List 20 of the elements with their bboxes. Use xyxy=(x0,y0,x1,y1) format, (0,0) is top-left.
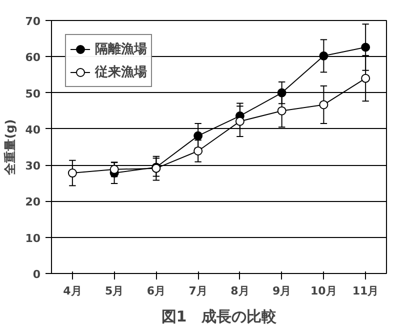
x-tick-label: 10月 xyxy=(310,284,337,298)
legend-label: 従来漁場 xyxy=(95,64,147,81)
x-tick-label: 8月 xyxy=(230,284,250,298)
y-tick-label: 20 xyxy=(25,196,41,209)
x-tick-label: 4月 xyxy=(63,284,82,298)
y-tick-label: 50 xyxy=(25,87,41,100)
x-tick-label: 9月 xyxy=(272,284,292,298)
text: 図1 成長の比較 xyxy=(161,308,278,326)
legend-label: 隔離漁場 xyxy=(95,41,147,58)
x-tick-label: 6月 xyxy=(146,284,166,298)
x-tick-label: 11月 xyxy=(352,284,379,298)
y-tick-label: 10 xyxy=(25,232,41,245)
x-tick-label: 7月 xyxy=(188,284,208,298)
x-tick-label: 5月 xyxy=(104,284,124,298)
y-axis-title: 全重量(g) xyxy=(3,119,18,176)
y-tick-label: 0 xyxy=(32,268,41,281)
y-tick-label: 60 xyxy=(25,51,41,64)
y-tick-label: 70 xyxy=(25,15,41,28)
y-tick-label: 30 xyxy=(25,160,41,173)
y-tick-label: 40 xyxy=(25,123,41,136)
